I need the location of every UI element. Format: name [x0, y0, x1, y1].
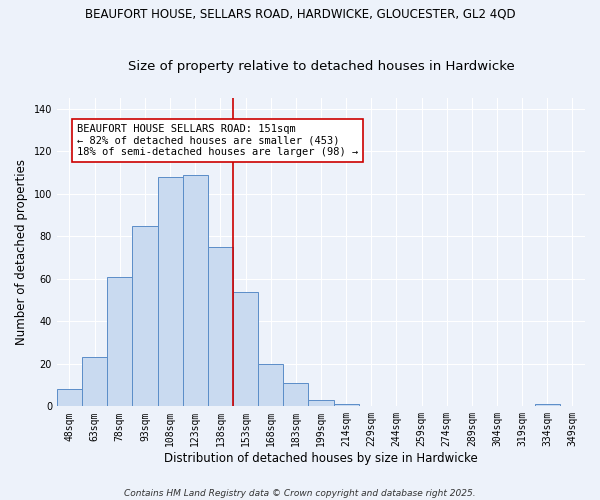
Text: BEAUFORT HOUSE SELLARS ROAD: 151sqm
← 82% of detached houses are smaller (453)
1: BEAUFORT HOUSE SELLARS ROAD: 151sqm ← 82…: [77, 124, 358, 157]
Bar: [158, 177, 182, 406]
Title: Size of property relative to detached houses in Hardwicke: Size of property relative to detached ho…: [128, 60, 514, 74]
Bar: [258, 364, 283, 406]
Bar: [208, 247, 233, 406]
Bar: [283, 383, 308, 406]
Text: BEAUFORT HOUSE, SELLARS ROAD, HARDWICKE, GLOUCESTER, GL2 4QD: BEAUFORT HOUSE, SELLARS ROAD, HARDWICKE,…: [85, 8, 515, 20]
Bar: [82, 358, 107, 406]
Bar: [182, 175, 208, 406]
Bar: [535, 404, 560, 406]
Text: Contains HM Land Registry data © Crown copyright and database right 2025.: Contains HM Land Registry data © Crown c…: [124, 488, 476, 498]
Y-axis label: Number of detached properties: Number of detached properties: [15, 160, 28, 346]
Bar: [233, 292, 258, 406]
X-axis label: Distribution of detached houses by size in Hardwicke: Distribution of detached houses by size …: [164, 452, 478, 465]
Bar: [57, 390, 82, 406]
Bar: [133, 226, 158, 406]
Bar: [107, 276, 133, 406]
Bar: [334, 404, 359, 406]
Bar: [308, 400, 334, 406]
